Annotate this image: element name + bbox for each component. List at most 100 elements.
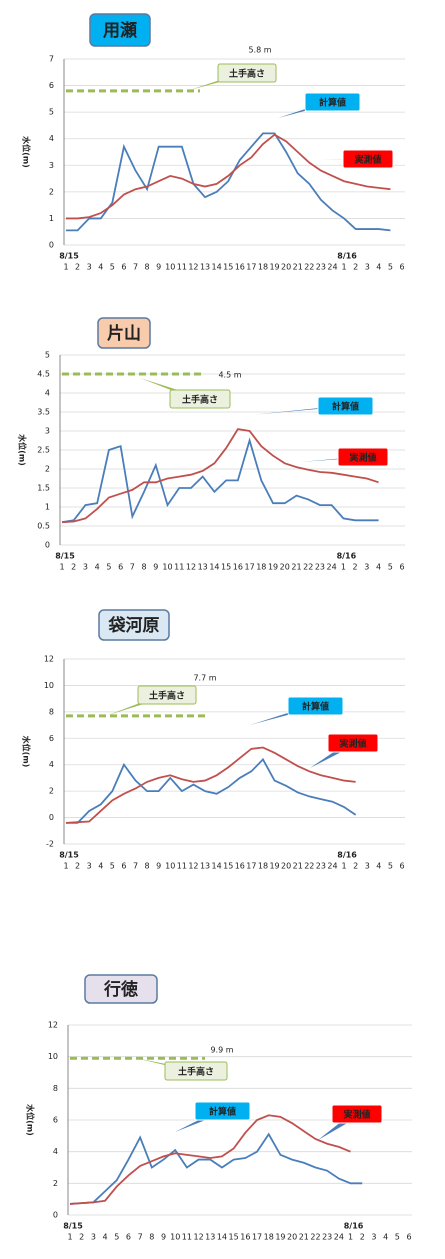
y-tick-label: 0 bbox=[53, 1211, 58, 1220]
series-callout-box bbox=[327, 733, 379, 753]
x-tick-label: 11 bbox=[174, 563, 184, 572]
x-tick-label: 2 bbox=[75, 862, 80, 871]
series-callout-box bbox=[304, 92, 361, 112]
x-tick-label: 5 bbox=[395, 1233, 400, 1242]
x-tick-label: 15 bbox=[221, 563, 231, 572]
date-label: 8/16 bbox=[344, 1222, 364, 1231]
y-tick-label: 12 bbox=[48, 1021, 58, 1030]
x-tick-label: 5 bbox=[388, 263, 393, 272]
y-tick-label: -2 bbox=[46, 840, 54, 849]
x-tick-label: 3 bbox=[87, 862, 92, 871]
x-tick-label: 17 bbox=[246, 263, 256, 272]
x-tick-label: 19 bbox=[268, 563, 278, 572]
y-axis-label: 水位(m) bbox=[22, 735, 32, 768]
title: 行徳 bbox=[103, 979, 138, 1000]
title: 用瀬 bbox=[103, 21, 137, 41]
y-tick-label: 2 bbox=[53, 1179, 58, 1188]
x-tick-label: 1 bbox=[59, 563, 64, 572]
y-tick-label: 1 bbox=[45, 503, 50, 512]
x-tick-label: 13 bbox=[200, 862, 210, 871]
x-tick-label: 1 bbox=[63, 862, 68, 871]
x-tick-label: 5 bbox=[110, 862, 115, 871]
series-callout-text: 計算値 bbox=[302, 701, 329, 713]
series-callout-text: 計算値 bbox=[319, 97, 346, 109]
x-tick-label: 14 bbox=[212, 862, 222, 871]
x-tick-label: 2 bbox=[353, 862, 358, 871]
x-tick-label: 1 bbox=[63, 263, 68, 272]
date-label: 8/15 bbox=[63, 1222, 83, 1231]
x-tick-label: 21 bbox=[299, 1233, 309, 1242]
x-tick-label: 2 bbox=[79, 1233, 84, 1242]
y-tick-label: 4.5 bbox=[37, 370, 50, 379]
x-tick-label: 11 bbox=[182, 1233, 192, 1242]
x-tick-label: 13 bbox=[200, 263, 210, 272]
x-tick-label: 3 bbox=[365, 862, 370, 871]
x-tick-label: 16 bbox=[240, 1233, 250, 1242]
x-tick-label: 10 bbox=[170, 1233, 180, 1242]
y-tick-label: 5 bbox=[45, 351, 50, 360]
x-tick-label: 22 bbox=[304, 263, 314, 272]
levee-callout-text: 土手高さ bbox=[229, 68, 265, 80]
series-line bbox=[61, 428, 379, 524]
x-tick-label: 4 bbox=[103, 1233, 108, 1242]
x-tick-label: 6 bbox=[121, 263, 126, 272]
levee-value-label: 4.5 m bbox=[218, 371, 241, 380]
x-tick-label: 1 bbox=[348, 1233, 353, 1242]
x-tick-label: 10 bbox=[162, 563, 172, 572]
y-tick-label: 3 bbox=[49, 161, 54, 170]
x-tick-label: 23 bbox=[315, 563, 325, 572]
y-tick-label: 6 bbox=[49, 734, 54, 743]
x-tick-label: 12 bbox=[193, 1233, 203, 1242]
x-tick-label: 16 bbox=[235, 862, 245, 871]
x-tick-label: 6 bbox=[406, 1233, 411, 1242]
series-callout-text: 実測値 bbox=[354, 154, 381, 166]
x-tick-label: 4 bbox=[98, 862, 103, 871]
x-tick-label: 11 bbox=[177, 862, 187, 871]
x-tick-label: 24 bbox=[327, 263, 337, 272]
x-tick-label: 4 bbox=[98, 263, 103, 272]
x-tick-label: 7 bbox=[130, 563, 135, 572]
x-tick-label: 6 bbox=[126, 1233, 131, 1242]
x-tick-label: 8 bbox=[142, 563, 147, 572]
date-label: 8/15 bbox=[55, 552, 75, 561]
x-tick-label: 20 bbox=[280, 563, 290, 572]
levee-callout-box bbox=[217, 63, 277, 83]
y-tick-label: 4 bbox=[45, 389, 50, 398]
date-label: 8/16 bbox=[337, 252, 357, 261]
x-tick-label: 5 bbox=[388, 563, 393, 572]
x-tick-label: 23 bbox=[316, 263, 326, 272]
x-tick-label: 12 bbox=[188, 263, 198, 272]
y-tick-label: 2 bbox=[49, 787, 54, 796]
x-tick-label: 24 bbox=[327, 862, 337, 871]
x-tick-label: 6 bbox=[399, 862, 404, 871]
series-callout-box bbox=[337, 447, 389, 467]
y-tick-label: 4 bbox=[49, 760, 54, 769]
x-tick-label: 9 bbox=[161, 1233, 166, 1242]
x-tick-label: 5 bbox=[114, 1233, 119, 1242]
x-tick-label: 3 bbox=[87, 263, 92, 272]
y-tick-label: 0 bbox=[49, 813, 54, 822]
x-tick-label: 21 bbox=[293, 862, 303, 871]
y-tick-label: 3.5 bbox=[37, 408, 50, 417]
x-tick-label: 12 bbox=[186, 563, 196, 572]
series-callout-box bbox=[317, 396, 374, 416]
x-tick-label: 21 bbox=[291, 563, 301, 572]
x-tick-label: 19 bbox=[269, 862, 279, 871]
x-tick-label: 3 bbox=[365, 263, 370, 272]
y-axis-label: 水位(m) bbox=[26, 1103, 36, 1136]
x-tick-label: 1 bbox=[67, 1233, 72, 1242]
x-tick-label: 8 bbox=[145, 263, 150, 272]
y-tick-label: 0.5 bbox=[37, 522, 50, 531]
x-tick-label: 24 bbox=[334, 1233, 344, 1242]
y-axis-label: 水位(m) bbox=[22, 135, 32, 168]
x-tick-label: 2 bbox=[71, 563, 76, 572]
y-tick-label: 10 bbox=[44, 681, 54, 690]
x-tick-label: 18 bbox=[258, 862, 268, 871]
levee-callout-box bbox=[169, 389, 231, 409]
x-tick-label: 1 bbox=[342, 263, 347, 272]
x-tick-label: 10 bbox=[165, 263, 175, 272]
x-tick-label: 1 bbox=[341, 563, 346, 572]
x-tick-label: 16 bbox=[235, 263, 245, 272]
x-tick-label: 7 bbox=[133, 862, 138, 871]
title: 片山 bbox=[107, 323, 141, 344]
